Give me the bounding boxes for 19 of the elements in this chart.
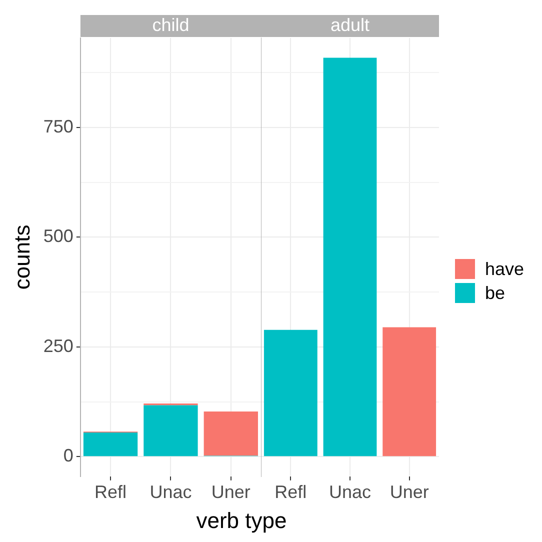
y-tick-label: 0 [63,446,74,466]
y-tick-label: 750 [43,116,74,136]
legend-label: have [485,258,524,280]
x-tick-label: Uner [211,482,250,502]
y-tick-label: 250 [43,336,74,356]
chart-title: adult [330,14,370,35]
legend-label: be [485,282,506,304]
x-axis-title: verb type [196,508,287,533]
x-tick-label: Refl [94,482,127,502]
x-tick-label: Unac [328,482,372,502]
bar [144,405,198,456]
x-tick-label: Refl [274,482,307,502]
bar [83,432,138,456]
chart-title: child [152,14,190,35]
y-axis-title: counts [9,224,34,290]
bar [204,411,258,456]
x-tick-label: Uner [390,482,429,502]
y-tick-label: 500 [43,226,74,246]
x-tick-label: Unac [150,482,192,502]
